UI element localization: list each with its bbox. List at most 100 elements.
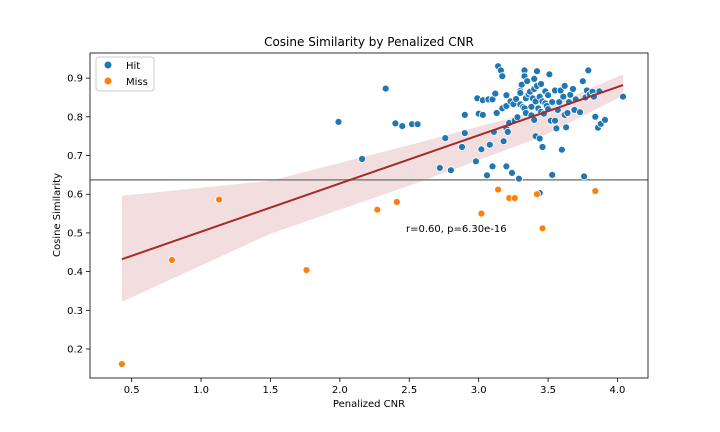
- point-hit: [503, 127, 512, 136]
- point-hit: [460, 111, 469, 119]
- point-hit: [483, 171, 491, 180]
- point-hit: [491, 89, 500, 98]
- point-hit: [530, 75, 539, 83]
- point-hit: [538, 143, 547, 151]
- point-hit: [569, 85, 577, 93]
- y-tick-label: 0.4: [67, 267, 83, 278]
- point-hit: [516, 89, 525, 97]
- point-hit: [498, 72, 507, 81]
- regression-line-layer: [121, 84, 624, 261]
- point-hit: [533, 67, 541, 76]
- x-tick-label: 3.5: [540, 385, 556, 396]
- point-miss: [591, 187, 600, 196]
- x-axis-label: Penalized CNR: [333, 399, 405, 410]
- point-miss: [477, 209, 486, 218]
- y-tick-label: 0.6: [67, 190, 83, 201]
- point-hit: [460, 129, 469, 138]
- point-hit: [560, 82, 569, 90]
- point-hit: [492, 109, 501, 117]
- point-hit: [558, 145, 566, 154]
- point-hit: [591, 112, 600, 121]
- point-hit: [458, 143, 466, 151]
- point-hit: [548, 170, 557, 179]
- x-tick-label: 4.0: [610, 385, 626, 396]
- x-tick-label: 2.5: [401, 385, 417, 396]
- point-hit: [544, 91, 552, 100]
- point-miss: [510, 194, 519, 203]
- point-hit: [334, 118, 343, 126]
- legend-label-miss: Miss: [126, 77, 148, 88]
- point-miss: [215, 195, 224, 204]
- point-hit: [580, 172, 588, 181]
- regression-line: [121, 84, 624, 261]
- correlation-annotation: r=0.60, p=6.30e-16: [406, 224, 507, 235]
- x-tick-label: 1.0: [193, 385, 209, 396]
- point-hit: [499, 137, 508, 146]
- point-hit: [545, 70, 554, 79]
- point-hit: [513, 113, 522, 122]
- chart-title: Cosine Similarity by Penalized CNR: [264, 35, 474, 49]
- point-hit: [471, 157, 480, 166]
- y-tick-label: 0.3: [67, 306, 83, 317]
- point-hit: [601, 116, 609, 124]
- point-hit: [488, 162, 497, 171]
- point-hit: [446, 166, 455, 175]
- point-hit: [502, 162, 511, 171]
- point-hit: [563, 109, 572, 117]
- point-miss: [302, 266, 311, 275]
- points-layer: [118, 62, 627, 369]
- point-hit: [358, 155, 367, 163]
- x-tick-label: 3.0: [471, 385, 487, 396]
- x-tick-label: 1.5: [262, 385, 278, 396]
- legend-label-hit: Hit: [126, 61, 140, 72]
- point-hit: [381, 84, 390, 93]
- point-miss: [167, 256, 176, 264]
- point-hit: [485, 140, 494, 149]
- y-tick-label: 0.5: [67, 228, 83, 239]
- point-hit: [559, 92, 568, 101]
- y-tick-label: 0.8: [67, 112, 83, 123]
- legend: Hit Miss: [95, 56, 155, 92]
- x-tick-label: 0.5: [124, 385, 140, 396]
- point-hit: [551, 116, 559, 125]
- point-hit: [441, 134, 450, 143]
- point-hit: [391, 119, 400, 128]
- legend-marker-miss: [104, 77, 112, 85]
- point-hit: [555, 98, 564, 106]
- point-hit: [502, 91, 511, 100]
- point-hit: [576, 108, 584, 117]
- point-hit: [435, 163, 444, 172]
- point-hit: [578, 77, 587, 86]
- point-miss: [373, 205, 382, 214]
- axes-layer: 0.5 1.0 1.5 2.0 2.5 3.0 3.5 4.0 0.2 0.3 0.4 0.5 0.6 0…: [67, 52, 649, 396]
- point-hit: [413, 120, 422, 129]
- y-tick-label: 0.9: [67, 74, 83, 85]
- point-miss: [118, 360, 126, 369]
- plot-frame: [89, 52, 649, 379]
- point-miss: [533, 190, 541, 199]
- point-hit: [548, 98, 557, 106]
- point-hit: [515, 174, 523, 183]
- point-hit: [477, 145, 486, 154]
- point-hit: [562, 123, 570, 132]
- point-miss: [392, 198, 401, 206]
- y-axis-label: Cosine Similarity: [52, 173, 63, 257]
- point-hit: [512, 95, 520, 103]
- point-hit: [398, 122, 407, 130]
- point-hit: [523, 77, 532, 86]
- point-hit: [619, 92, 627, 101]
- point-hit: [537, 80, 545, 88]
- y-tick-label: 0.7: [67, 151, 83, 162]
- point-hit: [517, 80, 526, 89]
- point-hit: [584, 66, 593, 75]
- legend-marker-hit: [104, 61, 112, 69]
- x-tick-label: 2.0: [332, 385, 348, 396]
- point-hit: [535, 134, 544, 143]
- point-hit: [552, 124, 561, 133]
- point-miss: [494, 185, 503, 194]
- point-hit: [508, 168, 516, 177]
- y-tick-label: 0.2: [67, 344, 83, 355]
- point-miss: [538, 224, 547, 233]
- point-hit: [478, 111, 487, 119]
